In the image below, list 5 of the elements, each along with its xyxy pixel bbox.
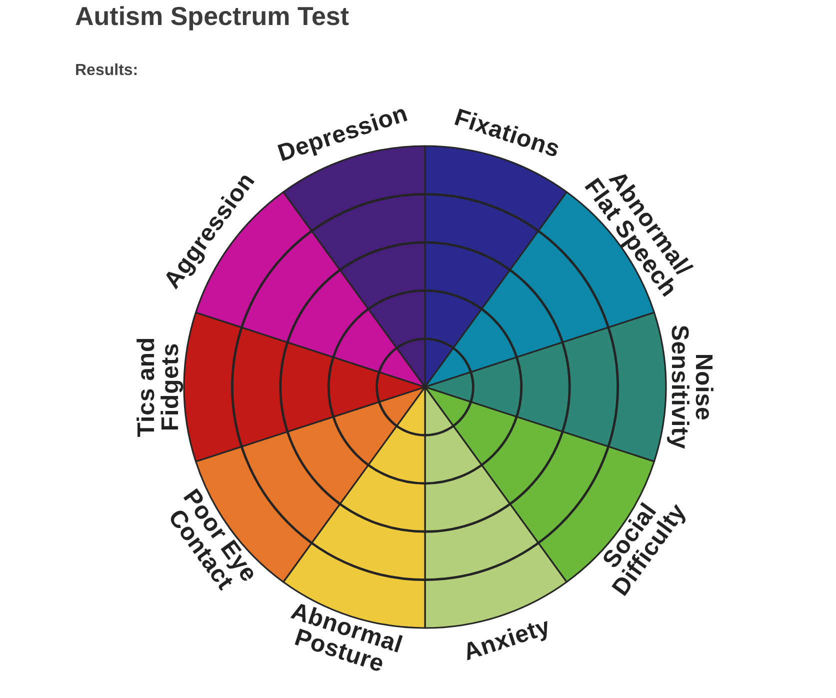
slice-label: Noise Sensitivity	[666, 324, 717, 450]
slice-label: Tics and Fidgets	[133, 336, 184, 438]
chart-title: Autism Spectrum Test	[75, 0, 350, 32]
chart-subtitle: Results:	[75, 61, 138, 81]
slice-label: Anxiety	[460, 612, 554, 666]
